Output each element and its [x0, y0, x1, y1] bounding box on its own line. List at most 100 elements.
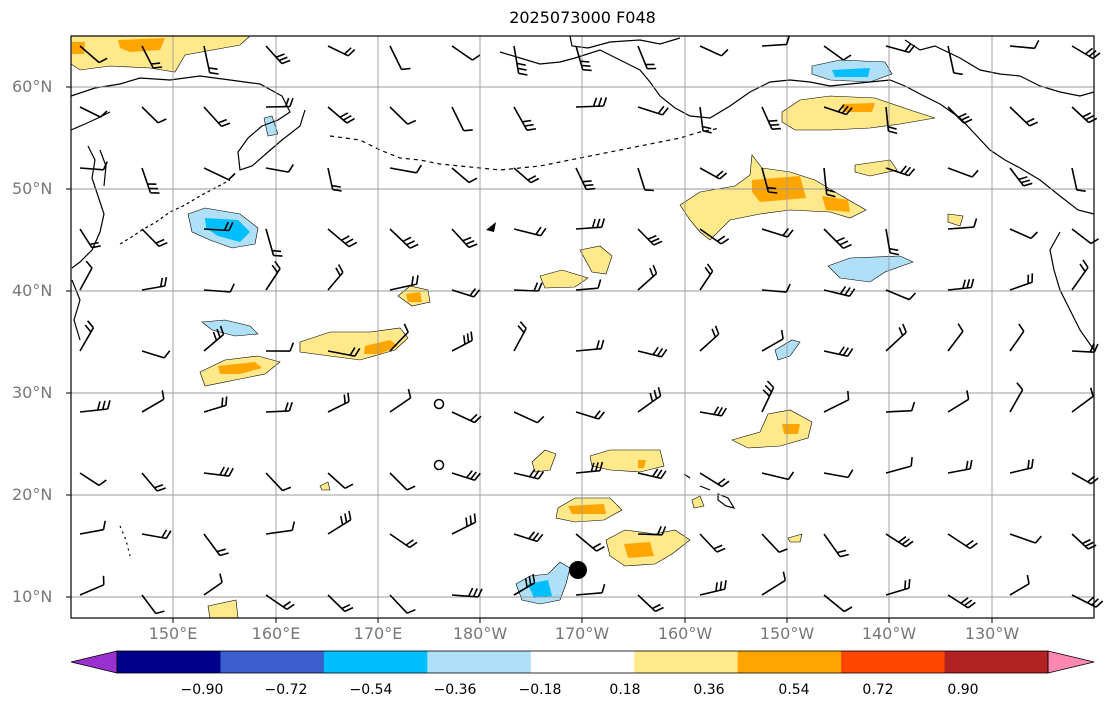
wind-barb	[389, 45, 411, 71]
wind-barb	[575, 167, 596, 191]
wind-barb	[451, 331, 473, 352]
wind-barb	[761, 380, 775, 413]
colorbar-segment	[634, 651, 739, 673]
wind-barb	[327, 45, 356, 57]
wind-barb	[947, 45, 963, 76]
wind-barb	[1009, 382, 1024, 413]
lat-label-10n: 10°N	[12, 587, 53, 606]
colorbar-segment	[944, 651, 1049, 673]
wind-barb	[1009, 273, 1034, 291]
wind-barb	[327, 228, 358, 248]
colorbar-segment	[737, 651, 842, 673]
colorbar-segment	[323, 651, 428, 673]
wind-barb	[885, 533, 914, 548]
wind-barb	[761, 167, 778, 194]
wind-barb	[1071, 343, 1099, 353]
strong-positive-anomaly-area	[568, 504, 606, 514]
lat-label-20n: 20°N	[12, 485, 53, 504]
lat-label-40n: 40°N	[12, 281, 53, 300]
strong-positive-anomaly-area	[822, 196, 850, 212]
wind-barb	[699, 263, 714, 291]
wind-barb	[761, 228, 794, 238]
coastlines	[70, 35, 1095, 557]
negative-anomaly-area	[774, 339, 801, 361]
wind-barb	[823, 45, 852, 61]
wind-barb	[389, 164, 422, 174]
wind-barb	[947, 323, 964, 352]
lon-label-170e: 170°E	[353, 624, 403, 643]
open-circle-marker	[433, 459, 445, 471]
wind-barb	[265, 163, 294, 173]
lon-label-160e: 160°E	[251, 624, 301, 643]
filled-circle-marker	[569, 561, 587, 579]
colorbar	[70, 650, 1095, 674]
wind-barb	[637, 45, 657, 70]
wind-barb	[203, 533, 229, 557]
lon-label-170w: 170°W	[554, 624, 610, 643]
wind-barb	[823, 346, 854, 357]
wind-barb	[79, 161, 109, 171]
wind-barb	[885, 43, 916, 54]
wind-barb	[947, 278, 975, 291]
wind-barb	[327, 264, 344, 291]
wind-barb	[575, 218, 606, 230]
wind-barb	[885, 323, 907, 352]
wind-barb	[203, 466, 234, 477]
colorbar-tick-label: −0.72	[264, 682, 308, 698]
wind-barb	[575, 97, 608, 108]
lat-label-30n: 30°N	[12, 383, 53, 402]
small-arrow-marker	[486, 222, 496, 232]
wind-barb	[637, 346, 668, 358]
wind-barb	[885, 289, 917, 301]
lon-label-160w: 160°W	[657, 624, 713, 643]
positive-anomaly-area	[539, 269, 589, 289]
wind-barb	[265, 521, 296, 535]
wind-barb	[265, 45, 291, 65]
wind-barb	[513, 573, 536, 596]
wind-barbs	[79, 35, 1104, 615]
map-title: 2025073000 F048	[509, 8, 656, 27]
wind-barb	[823, 167, 836, 198]
wind-barb	[203, 283, 235, 293]
colorbar-outline	[116, 650, 1049, 674]
wind-barb	[79, 260, 93, 291]
lon-label-150w: 150°W	[759, 624, 815, 643]
wind-barb	[451, 106, 473, 132]
wind-barb	[885, 457, 913, 474]
wind-barb	[79, 520, 106, 535]
wind-barb	[699, 580, 727, 596]
strong-positive-anomaly-area	[118, 38, 165, 52]
wind-barb	[141, 472, 166, 492]
wind-barb	[203, 325, 225, 352]
wind-barb	[699, 106, 712, 134]
wind-barb	[327, 347, 361, 357]
colorbar-tick-label: −0.36	[433, 682, 477, 698]
colorbar-segment	[841, 651, 946, 673]
lat-label-50n: 50°N	[12, 179, 53, 198]
wind-barb	[699, 406, 727, 417]
positive-anomaly-area	[854, 159, 898, 177]
colorbar-extend-low	[70, 650, 118, 674]
graticule	[71, 36, 1094, 618]
wind-barb	[637, 525, 667, 536]
wind-barb	[451, 587, 483, 598]
colorbar-tick-label: 0.54	[778, 682, 810, 698]
colorbar-segment	[220, 651, 325, 673]
wind-barb	[947, 594, 976, 609]
wind-barb	[513, 167, 540, 184]
wind-barb	[79, 106, 108, 118]
wind-barb	[389, 472, 416, 491]
wind-barb	[265, 228, 283, 257]
wind-barb	[1071, 259, 1089, 291]
strong-positive-anomaly-area	[406, 292, 422, 302]
negative-anomaly-area	[201, 319, 259, 337]
wind-barb	[389, 388, 412, 413]
wind-barb	[947, 459, 973, 474]
wind-barb	[1009, 533, 1042, 544]
wind-barb	[885, 228, 900, 256]
colorbar-tick-label: −0.54	[349, 682, 393, 698]
wind-barb	[451, 228, 478, 249]
wind-barb	[79, 320, 95, 352]
wind-barb	[141, 106, 167, 124]
wind-barb	[265, 260, 281, 291]
